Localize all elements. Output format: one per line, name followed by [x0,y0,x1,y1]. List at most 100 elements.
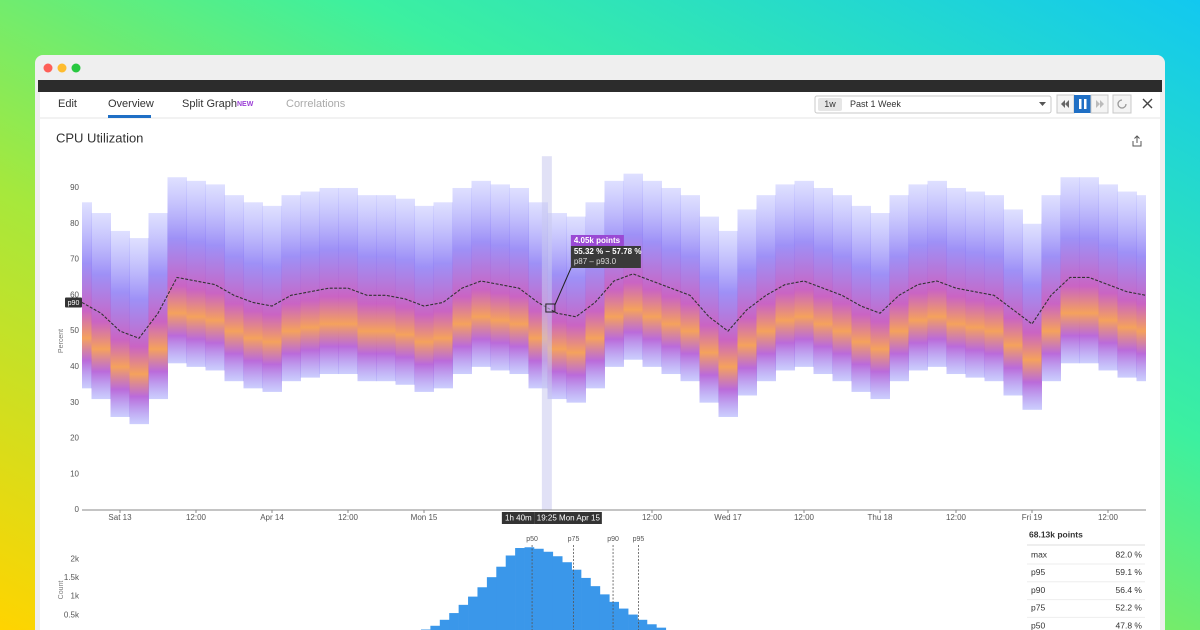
histogram-bar [637,619,648,630]
heatmap-column [1060,177,1080,364]
stats-name: p75 [1031,603,1045,613]
heatmap-column [281,195,301,382]
minimize-dot[interactable] [57,63,67,73]
tab-underline [108,115,151,118]
histogram-bar [449,613,459,630]
heatmap-column [224,195,244,382]
histogram-bar [430,625,441,630]
y-tick-label: 90 [70,183,79,192]
tab[interactable]: Edit [58,98,77,110]
tooltip-body [570,246,641,268]
tab-disabled: Correlations [286,98,346,110]
heatmap-column [91,213,111,400]
heatmap-column [376,195,396,382]
histogram-bar [618,608,629,630]
close-dot[interactable] [43,63,53,73]
tab-active[interactable]: Overview [108,98,154,110]
heatmap-column [129,238,149,425]
y-tick-label: 50 [70,326,79,335]
chart-title: CPU Utilization [56,130,143,145]
stats-value: 56.4 % [1116,585,1143,595]
cursor-duration: 1h 40m [505,514,532,523]
stats-value: 52.2 % [1116,603,1143,613]
close-button[interactable] [1142,98,1153,109]
x-tick-label: Wed 17 [714,513,742,522]
heatmap-column [357,195,377,382]
y-tick-label: 40 [70,362,79,371]
app-strip [38,80,1162,92]
x-tick-label: Thu 18 [868,513,893,522]
heatmap-column [1003,209,1023,396]
cursor-time: 19:25 Mon Apr 15 [537,514,601,523]
heatmap-column [775,184,795,371]
cursor-duration-bg [501,512,535,524]
stats-name: p50 [1031,620,1045,630]
rewind-icon [1061,100,1069,108]
time-picker[interactable] [814,95,1052,114]
time-label: Past 1 Week [850,99,901,109]
x-tick-label: Mon 15 [411,513,438,522]
heatmap-column [1117,191,1137,378]
pause-button[interactable] [1074,95,1091,113]
x-tick-label: 12:00 [642,513,663,522]
y-tick-label: 0 [75,505,80,514]
y-tick-label: 0.5k [64,610,80,619]
maximize-dot[interactable] [71,63,81,73]
heatmap-column [1098,184,1118,371]
y-tick-label: 2k [71,554,80,563]
heatmap-column [1079,177,1099,364]
heatmap-column [414,205,434,392]
tab[interactable]: Split Graph [182,98,237,110]
x-tick-label: 12:00 [1098,513,1119,522]
heatmap-column [110,230,130,417]
heatmap-column [167,177,187,364]
heatmap-column [585,202,605,389]
heatmap-column [452,187,472,375]
heatmap-column [148,213,168,400]
dropdown-arrow [1039,102,1046,106]
histogram-bar [543,551,554,630]
y-tick-label: 30 [70,398,79,407]
histogram-bar [571,569,582,630]
heatmap-column [338,187,358,375]
histogram-bar [609,601,620,630]
y-tick-label: 20 [70,434,79,443]
histogram-bar [505,555,516,630]
export-icon[interactable] [1132,135,1142,147]
heatmap-column [680,195,700,382]
y-tick-label: 1.5k [64,573,80,582]
heatmap-column [395,198,415,385]
y-tick-label: 10 [70,469,79,478]
new-badge: NEW [237,101,254,108]
heatmap-column [243,202,263,389]
time-badge-bg [818,98,842,111]
heatmap-column [471,180,491,367]
heatmap-column [547,213,567,400]
stats-value: 82.0 % [1116,549,1143,559]
p90-line [82,273,1146,339]
histogram-bar [656,627,667,630]
refresh-button[interactable] [1112,94,1132,114]
cursor-time-bg [534,512,602,524]
y-tick-label: 70 [70,255,79,264]
heatmap-column [490,184,510,371]
histogram-bar [533,548,544,630]
tooltip-header [570,235,624,246]
y-tick-label: 80 [70,219,79,228]
x-tick-label: Sat 13 [108,513,132,522]
heatmap-column [205,184,225,371]
heatmap-column [927,180,947,367]
percentile-label: p50 [526,536,538,543]
percentile-label: p75 [568,536,580,543]
x-tick-label: 12:00 [338,513,359,522]
y-axis-label: Percent [58,329,65,353]
heatmap-column [889,195,909,382]
histogram-bar [552,556,563,630]
histogram-bar [646,624,657,630]
histogram-bar [458,604,469,630]
heatmap-column [946,187,966,375]
heatmap-column [1041,195,1061,382]
x-tick-label: Fri 19 [1022,513,1043,522]
percentile-label: p90 [607,536,619,543]
